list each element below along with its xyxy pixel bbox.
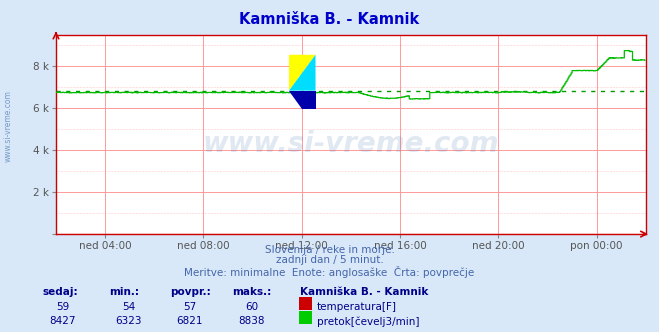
Text: povpr.:: povpr.: <box>170 287 211 297</box>
Text: 6821: 6821 <box>177 316 203 326</box>
Text: maks.:: maks.: <box>232 287 272 297</box>
Text: 60: 60 <box>245 302 258 312</box>
Text: 54: 54 <box>122 302 135 312</box>
Text: min.:: min.: <box>109 287 139 297</box>
Text: 8838: 8838 <box>239 316 265 326</box>
Text: zadnji dan / 5 minut.: zadnji dan / 5 minut. <box>275 255 384 265</box>
Text: 57: 57 <box>183 302 196 312</box>
Text: 6323: 6323 <box>115 316 142 326</box>
Polygon shape <box>289 55 316 91</box>
Text: 59: 59 <box>56 302 69 312</box>
Text: Meritve: minimalne  Enote: anglosaške  Črta: povprečje: Meritve: minimalne Enote: anglosaške Črt… <box>185 266 474 278</box>
Text: Slovenija / reke in morje.: Slovenija / reke in morje. <box>264 245 395 255</box>
Polygon shape <box>289 55 316 91</box>
Text: pretok[čevelj3/min]: pretok[čevelj3/min] <box>317 316 420 327</box>
Text: sedaj:: sedaj: <box>43 287 78 297</box>
Text: www.si-vreme.com: www.si-vreme.com <box>203 130 499 158</box>
Polygon shape <box>289 91 316 109</box>
Text: temperatura[F]: temperatura[F] <box>317 302 397 312</box>
Text: Kamniška B. - Kamnik: Kamniška B. - Kamnik <box>300 287 428 297</box>
Text: Kamniška B. - Kamnik: Kamniška B. - Kamnik <box>239 12 420 27</box>
Text: www.si-vreme.com: www.si-vreme.com <box>3 90 13 162</box>
Text: 8427: 8427 <box>49 316 76 326</box>
